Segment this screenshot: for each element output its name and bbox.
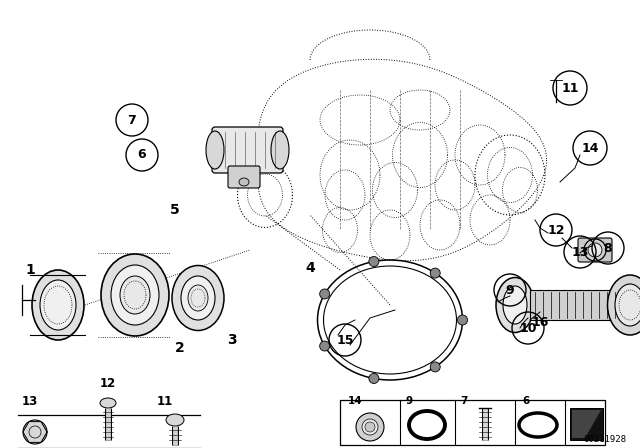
Ellipse shape <box>188 285 208 311</box>
Text: 14: 14 <box>348 396 363 406</box>
Text: 12: 12 <box>547 224 564 237</box>
Text: 14: 14 <box>581 142 599 155</box>
Ellipse shape <box>319 341 330 351</box>
Polygon shape <box>570 408 603 440</box>
Ellipse shape <box>503 286 527 324</box>
Ellipse shape <box>319 289 330 299</box>
FancyBboxPatch shape <box>578 238 612 262</box>
Ellipse shape <box>271 131 289 169</box>
FancyBboxPatch shape <box>212 127 283 173</box>
Ellipse shape <box>369 374 379 383</box>
Text: 3: 3 <box>227 333 237 347</box>
Ellipse shape <box>100 398 116 408</box>
Ellipse shape <box>111 265 159 325</box>
Text: 6: 6 <box>138 148 147 161</box>
Ellipse shape <box>101 254 169 336</box>
Bar <box>530 290 630 320</box>
Bar <box>340 400 605 445</box>
Circle shape <box>23 420 47 444</box>
Ellipse shape <box>172 266 224 331</box>
Ellipse shape <box>458 315 467 325</box>
Ellipse shape <box>496 277 534 332</box>
Ellipse shape <box>615 284 640 326</box>
Ellipse shape <box>356 413 384 441</box>
Ellipse shape <box>607 275 640 335</box>
Polygon shape <box>572 410 601 438</box>
Ellipse shape <box>239 178 249 186</box>
Ellipse shape <box>40 280 76 330</box>
Text: 7: 7 <box>127 113 136 126</box>
Text: 13: 13 <box>572 246 589 258</box>
Ellipse shape <box>181 276 215 320</box>
Text: 9: 9 <box>506 284 515 297</box>
Text: 9: 9 <box>406 396 413 406</box>
Text: 5: 5 <box>170 203 180 217</box>
Ellipse shape <box>369 257 379 267</box>
Text: 00211928: 00211928 <box>583 435 626 444</box>
Text: 11: 11 <box>561 82 579 95</box>
Text: 10: 10 <box>519 322 537 335</box>
Ellipse shape <box>206 131 224 169</box>
Ellipse shape <box>430 268 440 278</box>
Ellipse shape <box>584 239 606 261</box>
Text: 1: 1 <box>25 263 35 277</box>
Text: 16: 16 <box>531 315 548 328</box>
Ellipse shape <box>588 243 602 257</box>
Ellipse shape <box>32 270 84 340</box>
Ellipse shape <box>166 414 184 426</box>
FancyBboxPatch shape <box>228 166 260 188</box>
Text: 15: 15 <box>336 333 354 346</box>
Text: 11: 11 <box>157 395 173 408</box>
Ellipse shape <box>362 419 378 435</box>
Text: 6: 6 <box>522 396 529 406</box>
Text: 2: 2 <box>175 341 185 355</box>
Circle shape <box>365 422 375 432</box>
Text: 7: 7 <box>460 396 467 406</box>
Ellipse shape <box>430 362 440 372</box>
Ellipse shape <box>120 276 150 314</box>
Text: 8: 8 <box>604 241 612 254</box>
Text: 13: 13 <box>22 395 38 408</box>
Text: 4: 4 <box>305 261 315 275</box>
Text: 12: 12 <box>100 377 116 390</box>
